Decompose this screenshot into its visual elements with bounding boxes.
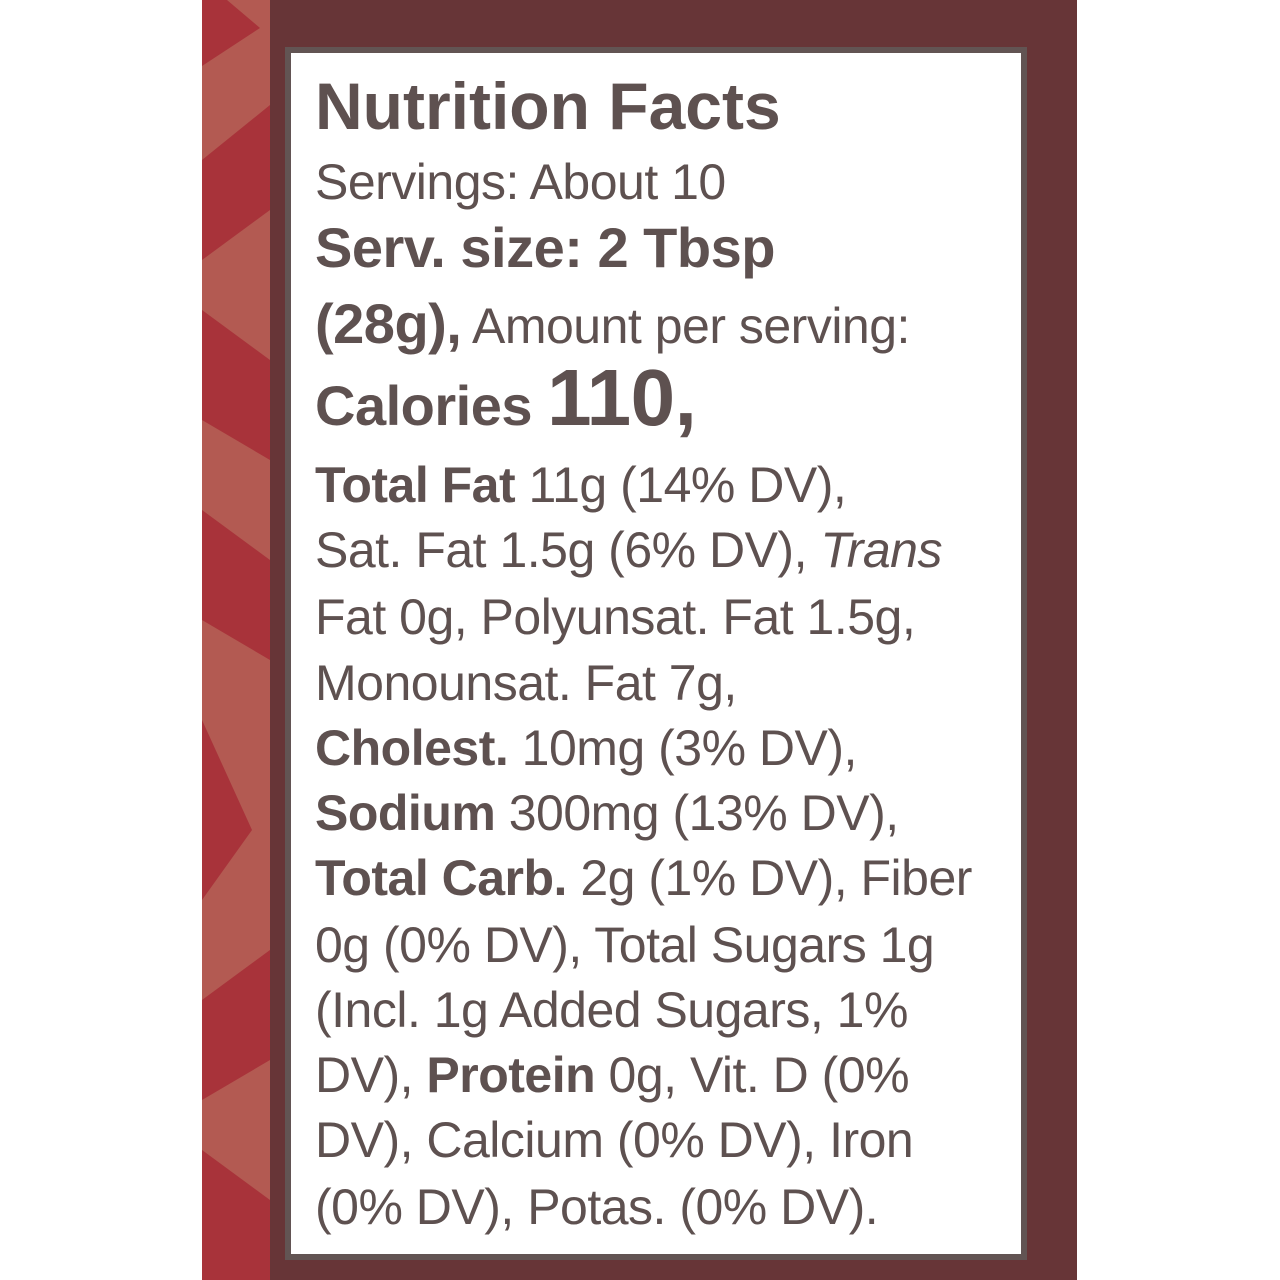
zigzag-pattern — [202, 0, 270, 1280]
fiber-sugars-line: 0g (0% DV), Total Sugars 1g — [315, 917, 935, 973]
total-fat-value: 11g (14% DV), — [515, 457, 847, 513]
cholest-value: 10mg (3% DV), — [508, 720, 858, 776]
calories-label: Calories — [315, 374, 548, 437]
carb-line: Total Carb. 2g (1% DV), Fiber — [315, 848, 972, 908]
servings: Servings: About 10 — [315, 154, 726, 210]
serving-size: Serv. size: 2 Tbsp — [315, 216, 775, 279]
total-fat-line: Total Fat 11g (14% DV), — [315, 455, 847, 515]
sat-fat: Sat. Fat 1.5g (6% DV), — [315, 522, 821, 578]
total-fat-label: Total Fat — [315, 457, 516, 513]
serving-grams: (28g), — [315, 292, 462, 355]
protein-line: DV), Protein 0g, Vit. D (0% — [315, 1045, 910, 1105]
added-sugars-line: (Incl. 1g Added Sugars, 1% — [315, 982, 908, 1038]
serving-grams-line: (28g), Amount per serving: — [315, 294, 910, 356]
carb-value: 2g (1% DV), Fiber — [566, 850, 972, 906]
sodium-label: Sodium — [315, 785, 496, 841]
calcium-iron-line: DV), Calcium (0% DV), Iron — [315, 1112, 914, 1168]
protein-label: Protein — [426, 1047, 596, 1103]
potassium-line: (0% DV), Potas. (0% DV). — [315, 1179, 879, 1235]
calories-line: Calories 110, — [315, 358, 697, 438]
added-sugars-end: DV), — [315, 1047, 427, 1103]
protein-value: 0g, Vit. D (0% — [595, 1047, 910, 1103]
carb-label: Total Carb. — [315, 850, 567, 906]
mono-line: Monounsat. Fat 7g, — [315, 655, 737, 711]
trans-poly-line: Fat 0g, Polyunsat. Fat 1.5g, — [315, 589, 916, 645]
sodium-line: Sodium 300mg (13% DV), — [315, 783, 899, 843]
nutrition-facts-card — [291, 53, 1021, 1254]
trans-label: Trans — [820, 522, 942, 578]
title: Nutrition Facts — [315, 69, 781, 143]
cholest-label: Cholest. — [315, 720, 509, 776]
decorative-strip — [202, 0, 270, 1280]
calories-value: 110, — [547, 353, 697, 442]
amount-per-serving: Amount per serving: — [461, 298, 910, 354]
cholest-line: Cholest. 10mg (3% DV), — [315, 718, 857, 778]
sat-fat-line: Sat. Fat 1.5g (6% DV), Trans — [315, 520, 942, 580]
sodium-value: 300mg (13% DV), — [495, 785, 899, 841]
